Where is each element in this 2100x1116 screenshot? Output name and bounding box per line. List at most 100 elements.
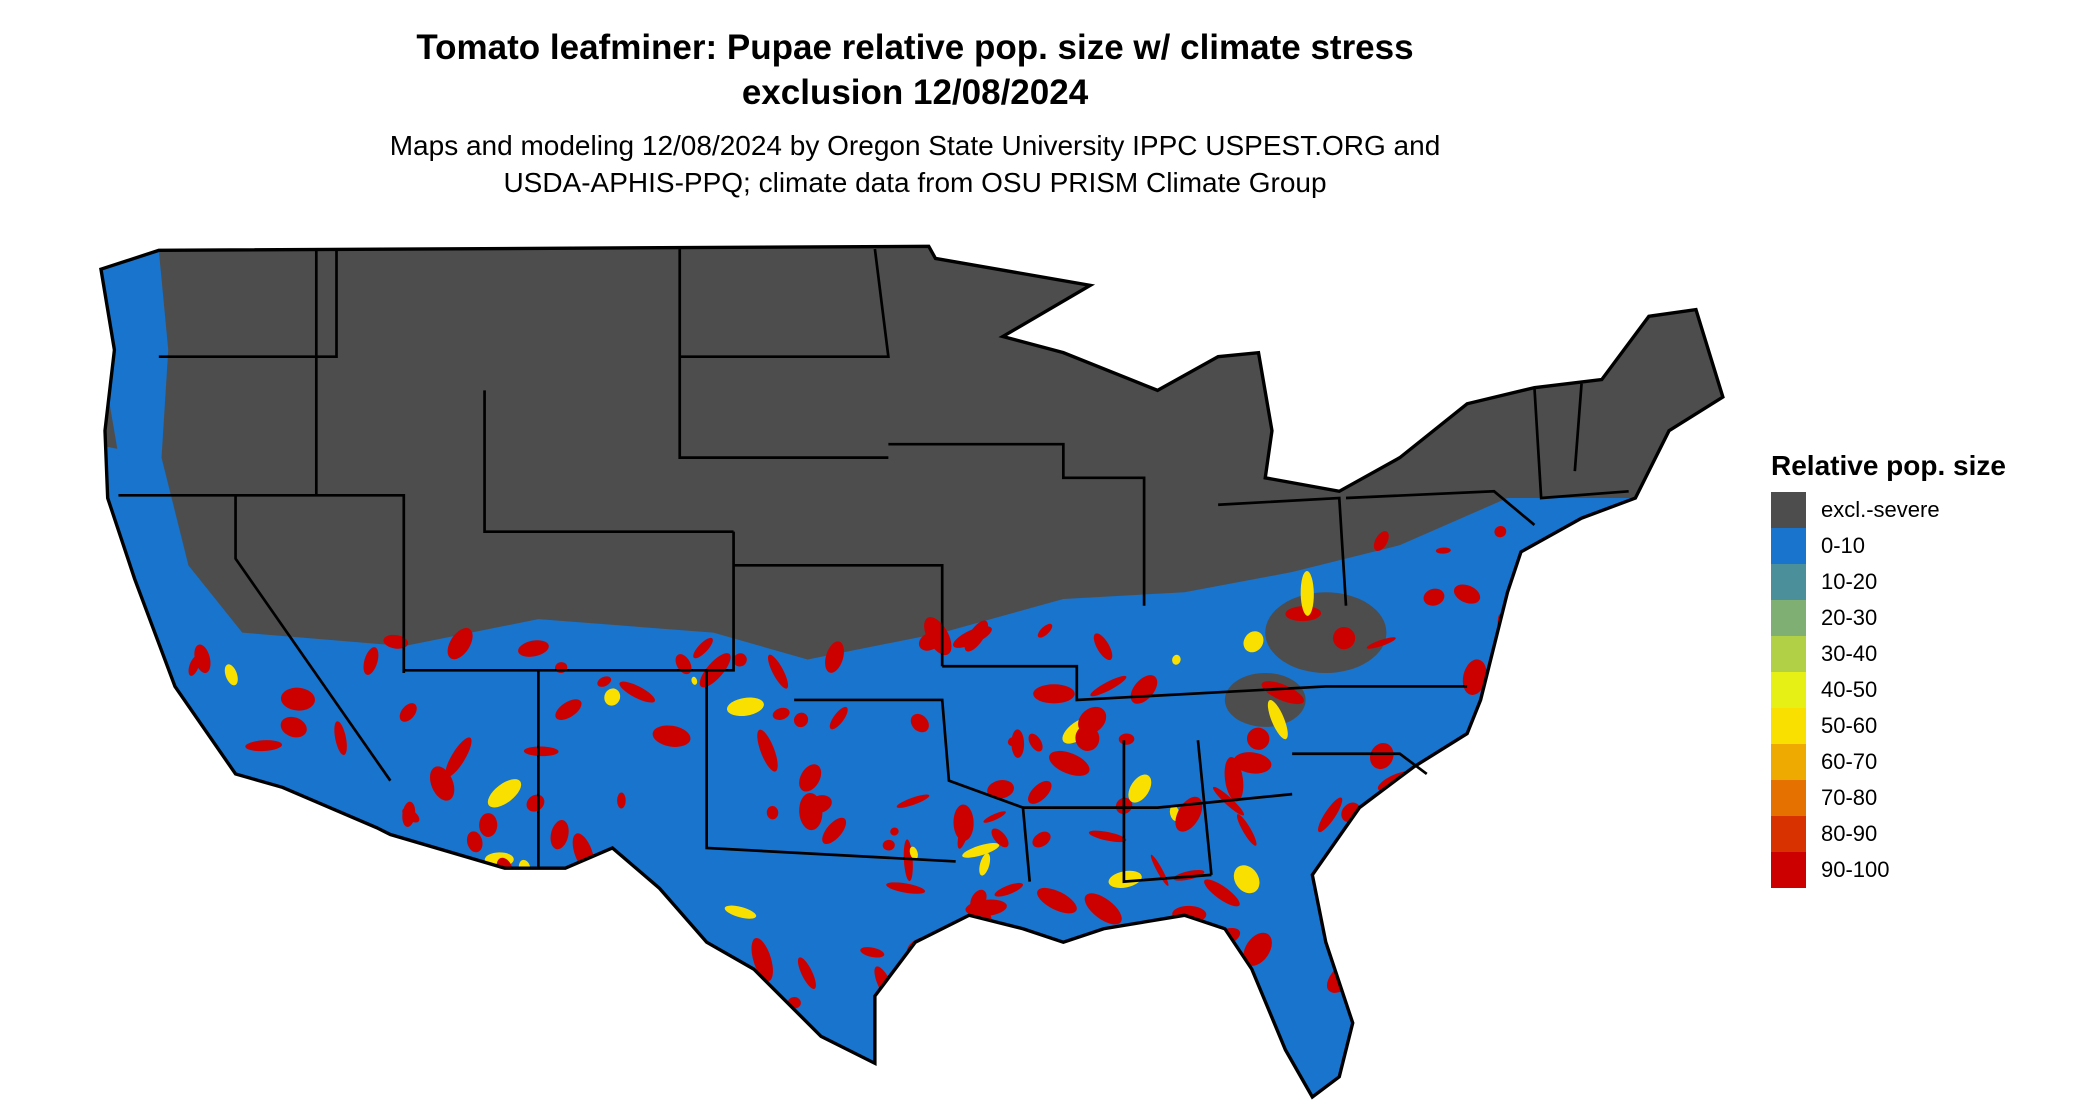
legend-swatch	[1771, 492, 1806, 528]
suitability-patch	[1440, 852, 1464, 888]
legend-item: 50-60	[1771, 708, 2006, 744]
suitability-patch	[402, 801, 416, 827]
legend-label: excl.-severe	[1821, 497, 1940, 522]
suitability-patch	[1128, 774, 1152, 803]
legend-label: 70-80	[1821, 785, 1878, 810]
suitability-patch	[1033, 684, 1075, 704]
suitability-patch	[1366, 637, 1396, 649]
legend-swatch	[1771, 600, 1806, 636]
suitability-patch	[1435, 547, 1451, 554]
suitability-patch	[693, 637, 713, 659]
map-title-line2: exclusion 12/08/2024	[741, 73, 1089, 112]
suitability-patch	[250, 957, 268, 971]
suitability-patch	[166, 890, 208, 923]
suitability-patch	[1494, 525, 1507, 538]
suitability-patch	[1198, 958, 1210, 970]
suitability-patch	[109, 991, 142, 1015]
suitability-patch	[1060, 948, 1082, 967]
suitability-patch	[1037, 623, 1053, 638]
suitability-patch	[280, 716, 307, 738]
suitability-patch	[273, 1016, 317, 1029]
legend-swatch	[1771, 708, 1806, 744]
suitability-patch	[979, 853, 991, 876]
suitability-patch	[1261, 681, 1304, 705]
suitability-patch	[1362, 1017, 1379, 1039]
suitability-patch	[1376, 894, 1409, 917]
suitability-patch	[449, 888, 482, 918]
suitability-patch	[1074, 990, 1089, 1000]
legend-item: 80-90	[1771, 816, 2006, 852]
suitability-patch	[245, 740, 283, 752]
suitability-patch	[565, 900, 590, 933]
legend-label: 10-20	[1821, 569, 1878, 594]
suitability-patch	[970, 889, 987, 911]
suitability-patch	[767, 654, 789, 689]
suitability-patch	[1224, 757, 1244, 802]
suitability-patch	[1059, 1021, 1101, 1044]
suitability-patch	[187, 908, 209, 927]
legend-item: 0-10	[1771, 528, 2006, 564]
legend-label: 60-70	[1821, 749, 1878, 774]
suitability-patch	[165, 735, 185, 768]
suitability-patch	[460, 953, 473, 993]
suitability-patch	[1233, 865, 1260, 894]
legend: Relative pop. size excl.-severe 0-10 10-20…	[1771, 450, 2006, 888]
suitability-patch	[1217, 1013, 1233, 1031]
suitability-patch	[463, 965, 482, 1007]
suitability-patch	[543, 1003, 552, 1012]
suitability-patch	[757, 729, 778, 772]
suitability-patch	[479, 813, 498, 838]
legend-label: 40-50	[1821, 677, 1878, 702]
suitability-patch	[523, 746, 559, 757]
suitability-patch	[617, 792, 626, 809]
legend-swatch	[1771, 564, 1806, 600]
suitability-patch	[445, 737, 472, 777]
suitability-patch	[1119, 967, 1145, 1008]
legend-item: 60-70	[1771, 744, 2006, 780]
suitability-patch	[714, 988, 734, 1014]
legend-item: 70-80	[1771, 780, 2006, 816]
suitability-patch	[1088, 830, 1127, 843]
suitability-patch	[1236, 814, 1257, 846]
legend-swatch	[1771, 672, 1806, 708]
legend-label: 50-60	[1821, 713, 1878, 738]
legend-label: 20-30	[1821, 605, 1878, 630]
suitability-patch	[1462, 659, 1487, 695]
suitability-patch	[370, 1020, 394, 1046]
suitability-patch	[886, 882, 926, 894]
suitability-patch	[597, 676, 612, 687]
pnw-coast-region	[100, 250, 169, 472]
suitability-patch	[1130, 940, 1165, 964]
suitability-patch	[1369, 742, 1394, 770]
suitability-patch	[1267, 699, 1288, 740]
legend-label: 30-40	[1821, 641, 1878, 666]
suitability-patch	[1007, 737, 1017, 747]
suitability-patch	[691, 676, 698, 685]
suitability-patch	[1137, 1004, 1155, 1028]
suitability-patch	[1032, 831, 1051, 848]
suitability-patch	[429, 766, 455, 801]
suitability-patch	[1442, 979, 1461, 1016]
suitability-patch	[994, 882, 1023, 897]
suitability-patch	[1090, 675, 1127, 697]
suitability-patch	[490, 869, 515, 881]
suitability-patch	[918, 632, 941, 651]
suitability-patch	[652, 725, 691, 747]
suitability-patch	[766, 805, 779, 820]
legend-swatch	[1771, 816, 1806, 852]
legend-title: Relative pop. size	[1771, 450, 2006, 481]
suitability-patch	[435, 990, 457, 1028]
suitability-patch	[1041, 941, 1082, 957]
suitability-patch	[1300, 571, 1314, 616]
suitability-patch	[1373, 880, 1401, 918]
suitability-patch	[555, 699, 582, 720]
suitability-patch	[160, 943, 184, 980]
legend-swatch	[1771, 636, 1806, 672]
suitability-patch	[1385, 873, 1417, 892]
suitability-patch	[1332, 626, 1356, 650]
suitability-patch	[153, 827, 171, 838]
suitability-patch	[170, 728, 182, 758]
suitability-patch	[1427, 859, 1456, 882]
suitability-patch	[987, 961, 1009, 1001]
suitability-patch	[114, 999, 129, 1015]
